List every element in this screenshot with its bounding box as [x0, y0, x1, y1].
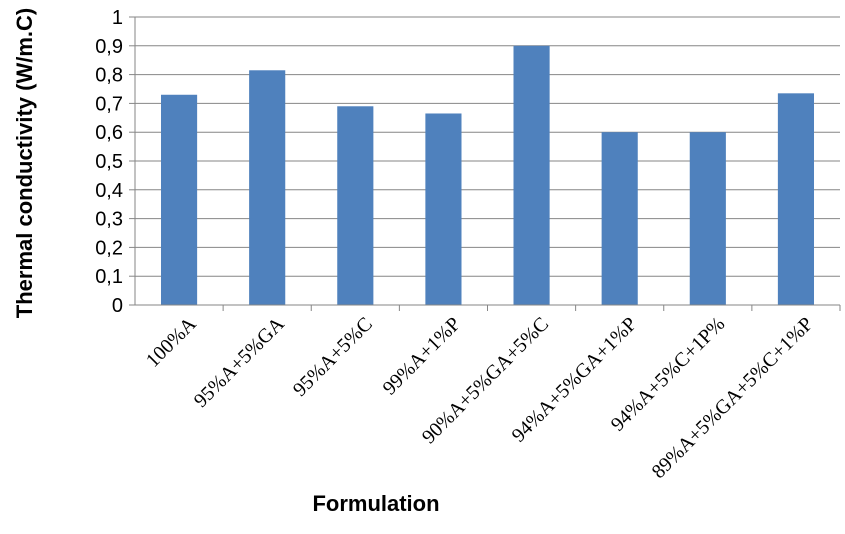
- y-tick-label: 0,7: [95, 93, 123, 115]
- y-tick-label: 0,3: [95, 209, 123, 231]
- bar: [249, 70, 286, 305]
- y-tick-label: 0,1: [95, 266, 123, 288]
- y-axis-title: Thermal conductivity (W/m.C): [12, 8, 37, 318]
- y-tick-label: 1: [112, 7, 123, 29]
- bar: [689, 132, 726, 305]
- x-axis-title: Formulation: [312, 491, 439, 516]
- gridlines: [135, 16, 840, 277]
- bar: [160, 94, 198, 305]
- bar: [601, 132, 638, 305]
- y-tick-labels: 0 0,1 0,2 0,3 0,4 0,5 0,6 0,7 0,8 0,9 1: [95, 7, 123, 317]
- bar: [513, 45, 550, 306]
- y-tick-label: 0,9: [95, 36, 123, 58]
- x-tick-label: 89%A+5%GA+5%C+1%P: [648, 313, 818, 483]
- x-tick-label: 95%A+5%C: [289, 313, 377, 401]
- x-tick-label: 95%A+5%GA: [190, 313, 289, 412]
- bar: [425, 113, 462, 305]
- x-tick-label: 99%A+1%P: [379, 313, 465, 399]
- y-tick-label: 0,6: [95, 122, 123, 144]
- y-tick-label: 0,4: [95, 180, 123, 202]
- bar: [337, 106, 374, 305]
- y-tick-label: 0,2: [95, 237, 123, 259]
- bars: [160, 45, 815, 306]
- y-tick-label: 0: [112, 295, 123, 317]
- axes: [129, 16, 841, 311]
- y-tick-label: 0,5: [95, 151, 123, 173]
- x-tick-label: 100%A: [142, 313, 201, 372]
- x-tick-labels: 100%A95%A+5%GA 95%A+5%C 99%A+1%P90%A+5%GA+…: [142, 313, 818, 483]
- y-tick-label: 0,8: [95, 65, 123, 87]
- bar: [777, 93, 815, 305]
